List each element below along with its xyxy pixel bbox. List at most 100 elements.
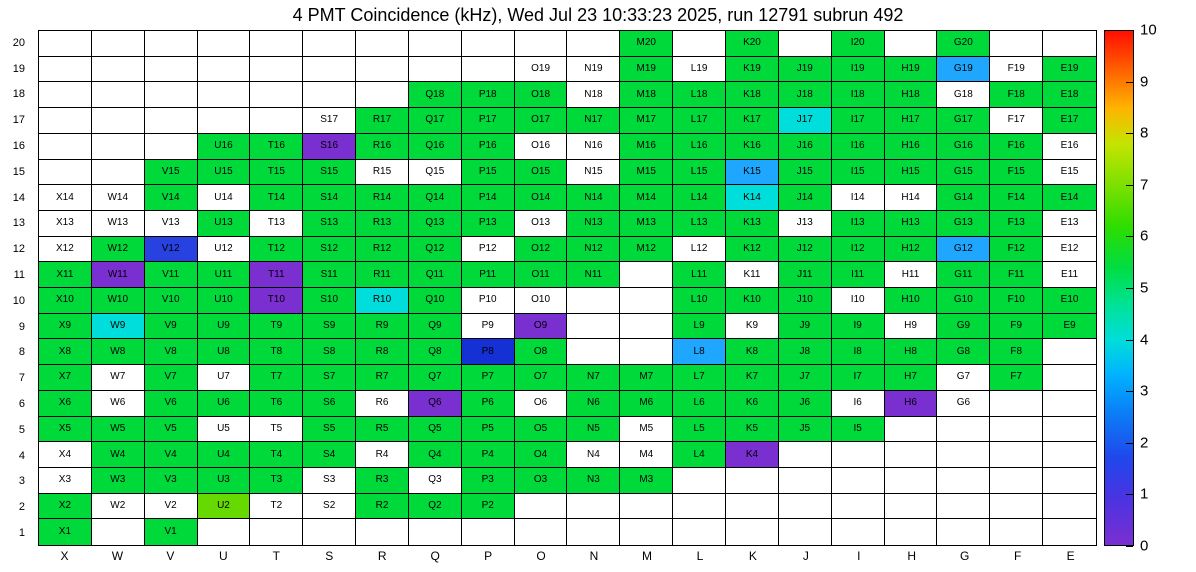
heatmap-cell: P8 [461, 339, 515, 366]
heatmap-cell: G19 [937, 56, 991, 83]
heatmap-cell: E19 [1043, 56, 1096, 83]
cell-label: S4 [323, 448, 336, 460]
cell-label: K13 [743, 217, 761, 229]
y-axis-tick-label: 14 [12, 191, 25, 204]
cell-label: U13 [214, 217, 233, 229]
cell-label: O19 [531, 63, 551, 75]
cell-label: X4 [58, 448, 72, 460]
cell-label: J11 [797, 268, 813, 280]
heatmap-cell: Q15 [408, 159, 462, 186]
cell-label: P13 [478, 217, 497, 229]
heatmap-cell [1043, 31, 1096, 57]
cell-label: Q8 [428, 345, 442, 357]
heatmap-cell: Q4 [408, 442, 462, 468]
cell-label: Q10 [425, 294, 445, 306]
heatmap-cell: R11 [356, 262, 409, 288]
heatmap-cell: G12 [937, 236, 991, 263]
cell-label: T4 [270, 448, 283, 460]
heatmap-cell: N3 [567, 467, 621, 494]
heatmap-cell: W7 [91, 365, 145, 391]
heatmap-cell: Q8 [408, 339, 462, 366]
cell-label: W10 [107, 294, 129, 306]
cell-label: K11 [743, 268, 761, 280]
colorbar-tick-mark [1126, 236, 1133, 238]
heatmap-cell: F19 [990, 56, 1044, 83]
heatmap-cell: L19 [673, 56, 727, 83]
heatmap-cell: W6 [91, 390, 145, 417]
heatmap-cell: K9 [726, 313, 779, 340]
cell-label: P3 [481, 474, 494, 486]
cell-label: P16 [478, 140, 497, 152]
heatmap-cell: R10 [356, 288, 409, 314]
y-axis-tick-label: 12 [12, 243, 25, 256]
heatmap-cell: O13 [514, 210, 568, 237]
heatmap-cell [250, 56, 304, 83]
colorbar-tick-mark [1126, 442, 1133, 444]
heatmap-cell: M18 [620, 82, 674, 109]
heatmap-cell [39, 31, 92, 57]
heatmap-cell: W13 [91, 210, 145, 237]
cell-label: P11 [479, 268, 497, 280]
y-axis-tick-label: 9 [18, 320, 25, 333]
cell-label: E17 [1060, 114, 1079, 126]
heatmap-cell [673, 31, 727, 57]
heatmap-cell: I18 [831, 82, 885, 109]
cell-label: T3 [270, 474, 283, 486]
cell-label: F15 [1007, 165, 1025, 177]
cell-label: L7 [693, 371, 705, 383]
heatmap-cell: L16 [673, 133, 727, 160]
heatmap-cell: O12 [514, 236, 568, 263]
heatmap-cell: T8 [250, 339, 304, 366]
heatmap-cell: U14 [197, 185, 251, 211]
cell-label: Q9 [428, 320, 442, 332]
heatmap-cell: L9 [673, 313, 727, 340]
heatmap-cell: I14 [831, 185, 885, 211]
heatmap-cell: W9 [91, 313, 145, 340]
heatmap-cell [356, 519, 409, 545]
heatmap-cell: L6 [673, 390, 727, 417]
cell-label: E11 [1061, 268, 1079, 280]
cell-label: I9 [853, 320, 862, 332]
heatmap-cell: T7 [250, 365, 304, 391]
heatmap-cell: K7 [726, 365, 779, 391]
heatmap-cell [197, 108, 251, 134]
cell-label: N14 [584, 191, 603, 203]
cell-label: L6 [693, 397, 705, 409]
x-axis-tick-label: U [219, 549, 228, 563]
heatmap-cell [1043, 468, 1096, 494]
heatmap-cell: K18 [726, 82, 779, 109]
heatmap-cell: N15 [567, 159, 621, 186]
heatmap-cell: S17 [303, 108, 357, 134]
heatmap-cell: F10 [990, 288, 1044, 314]
heatmap-cell [39, 108, 92, 134]
heatmap-cell [250, 82, 304, 109]
cell-label: R14 [372, 191, 392, 203]
heatmap-cell [937, 519, 991, 545]
heatmap-cell [831, 467, 885, 494]
heatmap-cell: L12 [673, 236, 727, 263]
cell-label: J15 [796, 165, 813, 177]
cell-label: N19 [584, 63, 603, 75]
heatmap-cell: I7 [831, 365, 885, 391]
heatmap-cell: M20 [620, 31, 674, 57]
heatmap-cell: T14 [250, 185, 304, 211]
heatmap-cell: F15 [990, 159, 1044, 186]
cell-label: N7 [587, 371, 600, 383]
cell-label: K5 [745, 422, 759, 434]
cell-label: Q15 [425, 165, 445, 177]
heatmap-cell: N17 [567, 108, 621, 134]
heatmap-cell: P18 [461, 82, 515, 109]
heatmap-cell [1043, 417, 1096, 443]
heatmap-cell: X2 [39, 493, 92, 520]
cell-label: V11 [162, 268, 180, 280]
heatmap-cell [884, 416, 938, 443]
heatmap-cell: H6 [884, 390, 938, 417]
cell-label: E16 [1060, 140, 1079, 152]
cell-label: S8 [323, 345, 336, 357]
heatmap-cell: O11 [514, 262, 568, 288]
heatmap-cell: I19 [831, 56, 885, 83]
heatmap-cell: I5 [831, 416, 885, 443]
cell-label: K18 [743, 88, 761, 100]
heatmap-cell: P4 [461, 442, 515, 468]
cell-label: H14 [901, 191, 920, 203]
